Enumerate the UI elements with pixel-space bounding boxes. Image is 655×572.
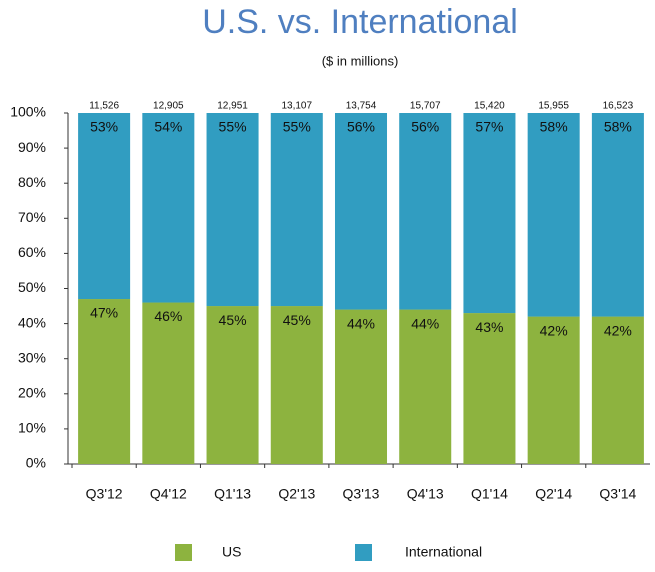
value-label: 56% [411, 119, 439, 135]
x-tick-label: Q2'13 [278, 486, 315, 502]
y-tick-label: 30% [18, 349, 46, 365]
bar-segment [463, 113, 516, 314]
value-label: 54% [154, 119, 182, 135]
value-label: 55% [219, 119, 247, 135]
x-tick-label: Q4'13 [407, 486, 444, 502]
value-label: 42% [540, 322, 568, 338]
legend-swatch [175, 544, 192, 561]
bar-segment [142, 302, 195, 464]
bar-segment [206, 306, 259, 464]
value-label: 55% [283, 119, 311, 135]
value-label: 44% [347, 315, 375, 331]
total-label: 15,420 [474, 101, 505, 112]
chart-subtitle: ($ in millions) [322, 53, 399, 68]
value-label: 56% [347, 119, 375, 135]
total-label: 15,707 [410, 101, 441, 112]
y-tick-label: 100% [10, 104, 46, 120]
value-label: 46% [154, 308, 182, 324]
total-label: 15,955 [538, 101, 569, 112]
legend-label: International [405, 544, 482, 560]
x-tick-label: Q2'14 [535, 486, 572, 502]
x-tick-label: Q1'13 [214, 486, 251, 502]
y-tick-label: 80% [18, 174, 46, 190]
bar-segment [527, 316, 580, 464]
legend-swatch [355, 544, 372, 561]
bar-segment [591, 113, 644, 317]
bar-segment [334, 113, 388, 310]
y-tick-label: 0% [26, 455, 46, 471]
bar-segment [591, 316, 644, 464]
bar-segment [527, 113, 580, 317]
bar-segment [78, 113, 131, 300]
total-label: 12,951 [217, 101, 248, 112]
y-tick-label: 90% [18, 139, 46, 155]
value-label: 53% [90, 119, 118, 135]
y-tick-label: 40% [18, 314, 46, 330]
y-tick-label: 10% [18, 420, 46, 436]
value-label: 43% [475, 319, 503, 335]
total-label: 16,523 [603, 101, 634, 112]
y-tick-label: 60% [18, 244, 46, 260]
bar-segment [270, 306, 323, 464]
y-tick-label: 70% [18, 209, 46, 225]
value-label: 45% [219, 312, 247, 328]
value-label: 47% [90, 305, 118, 321]
bar-segment [78, 299, 131, 464]
x-tick-label: Q3'13 [343, 486, 380, 502]
x-tick-label: Q4'12 [150, 486, 187, 502]
value-label: 58% [604, 119, 632, 135]
bar-segment [334, 309, 388, 464]
total-label: 13,107 [281, 101, 312, 112]
value-label: 44% [411, 315, 439, 331]
x-tick-label: Q3'14 [599, 486, 636, 502]
total-label: 12,905 [153, 101, 184, 112]
bar-segment [399, 309, 452, 464]
bar-segment [270, 113, 323, 307]
bar-segment [142, 113, 195, 303]
value-label: 57% [475, 119, 503, 135]
bar-segment [206, 113, 259, 307]
value-label: 45% [283, 312, 311, 328]
x-tick-label: Q1'14 [471, 486, 508, 502]
bar-segment [463, 313, 516, 464]
y-tick-label: 20% [18, 385, 46, 401]
value-label: 42% [604, 322, 632, 338]
value-label: 58% [540, 119, 568, 135]
chart-title: U.S. vs. International [202, 3, 518, 41]
total-label: 11,526 [89, 101, 119, 112]
bar-segment [399, 113, 452, 310]
x-tick-label: Q3'12 [86, 486, 123, 502]
legend-label: US [222, 544, 241, 560]
total-label: 13,754 [346, 101, 377, 112]
y-tick-label: 50% [18, 279, 46, 295]
